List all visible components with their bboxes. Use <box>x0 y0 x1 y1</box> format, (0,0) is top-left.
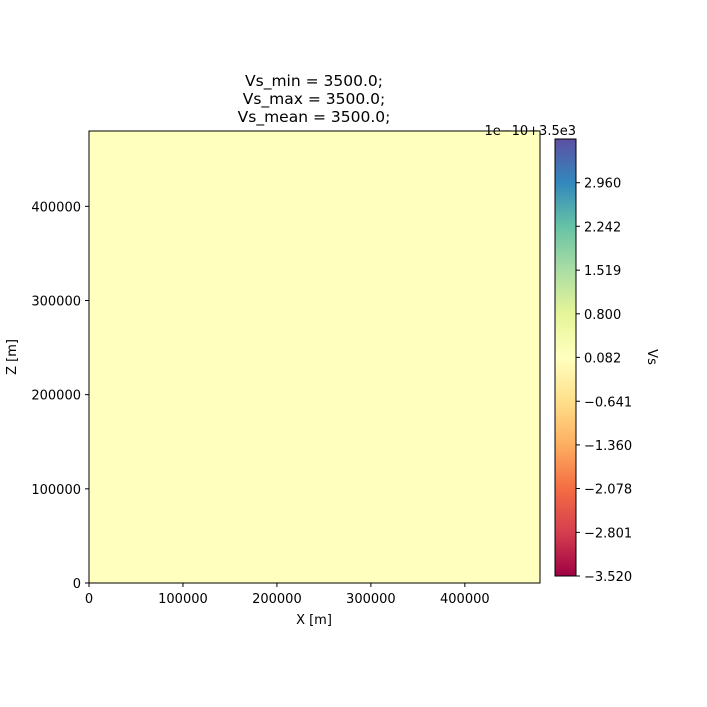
colorbar-tick-label: 1.519 <box>584 264 621 279</box>
heatmap-field <box>89 131 540 583</box>
plot-frame <box>88 130 541 584</box>
x-tick-label: 300000 <box>346 592 396 607</box>
y-tick-label: 0 <box>73 577 81 592</box>
colorbar-ticks: −3.520 −2.801 −2.078 −1.360 −0.641 0.082 0.800… <box>576 177 632 585</box>
x-tick-label: 200000 <box>252 592 302 607</box>
x-tick-label: 100000 <box>158 592 208 607</box>
colorbar-tick-label: −0.641 <box>584 395 632 410</box>
title-line-2: Vs_max = 3500.0; <box>243 90 386 109</box>
y-axis-ticks: 0 100000 200000 300000 400000 <box>31 200 89 592</box>
title-line-3: Vs_mean = 3500.0; <box>238 108 391 127</box>
y-tick-label: 200000 <box>31 389 81 404</box>
chart-title: Vs_min = 3500.0; Vs_max = 3500.0; Vs_mea… <box>238 72 391 127</box>
colorbar-tick-label: 2.242 <box>584 220 621 235</box>
x-tick-label: 400000 <box>440 592 490 607</box>
colorbar-tick-label: −2.801 <box>584 526 632 541</box>
colorbar-tick-label: −3.520 <box>584 570 632 585</box>
colorbar-tick-label: −1.360 <box>584 439 632 454</box>
y-tick-label: 100000 <box>31 483 81 498</box>
colorbar-tick-label: −2.078 <box>584 482 632 497</box>
colorbar-tick-label: 2.960 <box>584 177 621 192</box>
colorbar-label: Vs <box>644 349 659 365</box>
colorbar <box>554 138 577 577</box>
y-tick-label: 300000 <box>31 295 81 310</box>
y-tick-label: 400000 <box>31 200 81 215</box>
x-tick-label: 0 <box>85 592 93 607</box>
x-axis-label: X [m] <box>296 613 332 628</box>
colorbar-offset-text: 1e−10+3.5e3 <box>484 124 576 139</box>
y-axis-label: Z [m] <box>5 339 20 375</box>
colorbar-tick-label: 0.800 <box>584 308 621 323</box>
x-axis-ticks: 0 100000 200000 300000 400000 <box>85 583 490 607</box>
title-line-1: Vs_min = 3500.0; <box>245 72 383 91</box>
colorbar-tick-label: 0.082 <box>584 351 621 366</box>
